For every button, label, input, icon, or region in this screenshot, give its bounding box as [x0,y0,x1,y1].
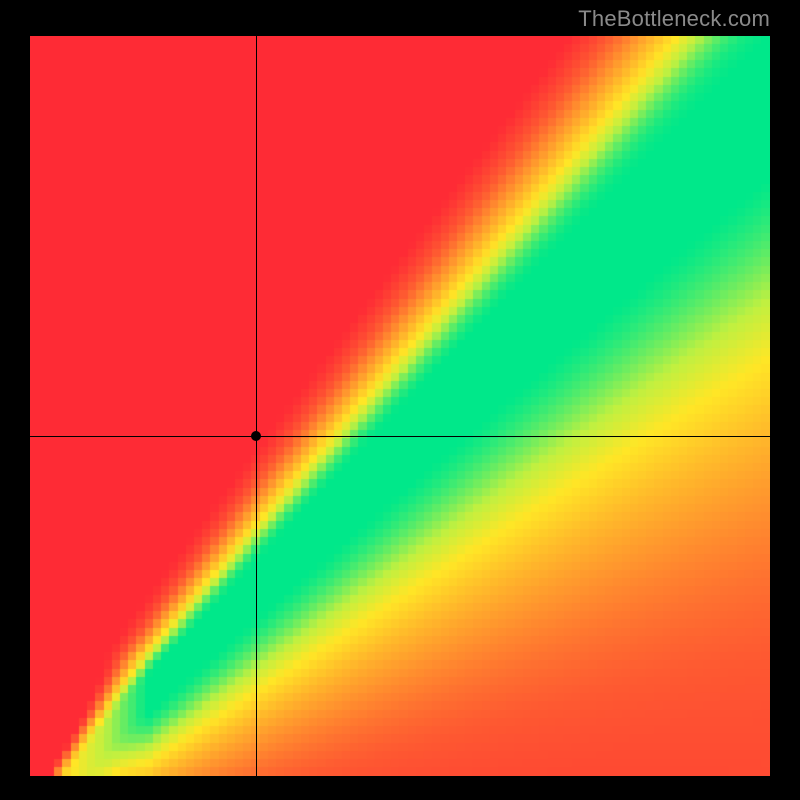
crosshair-horizontal [30,436,770,437]
crosshair-vertical [256,36,257,776]
attribution-text: TheBottleneck.com [578,6,770,32]
crosshair-marker [251,431,261,441]
chart-container: TheBottleneck.com [0,0,800,800]
heatmap-canvas [30,36,770,776]
